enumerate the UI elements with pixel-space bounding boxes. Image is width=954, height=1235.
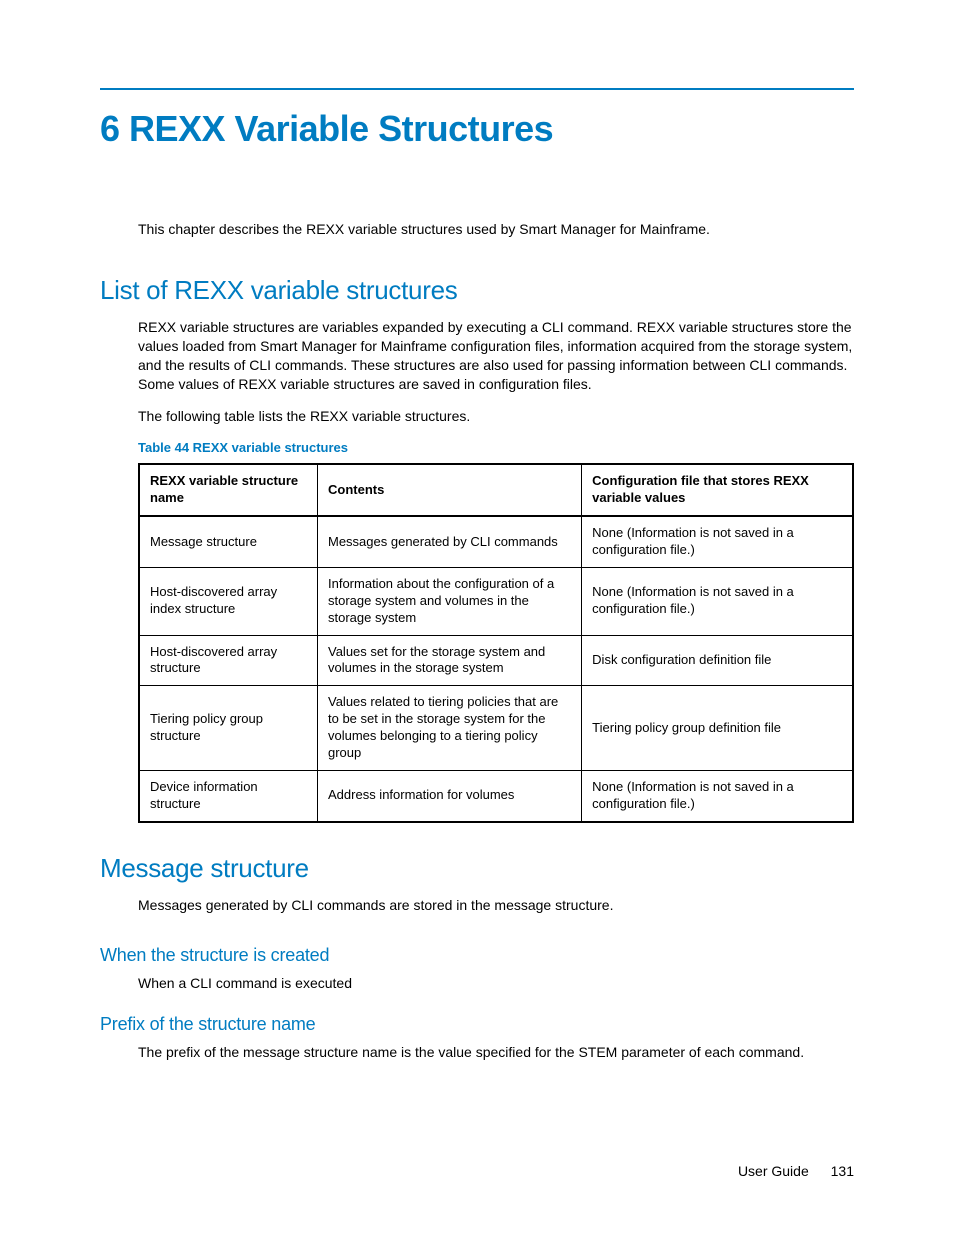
table-row: Message structure Messages generated by … bbox=[139, 516, 853, 567]
table-header-cell: REXX variable structure name bbox=[139, 464, 318, 516]
chapter-title: 6 REXX Variable Structures bbox=[100, 108, 854, 150]
page-footer: User Guide 131 bbox=[738, 1163, 854, 1179]
document-page: 6 REXX Variable Structures This chapter … bbox=[0, 0, 954, 1136]
section-list-heading: List of REXX variable structures bbox=[100, 275, 854, 306]
subsection-prefix-para: The prefix of the message structure name… bbox=[138, 1043, 854, 1062]
table-cell: Message structure bbox=[139, 516, 318, 567]
top-rule bbox=[100, 88, 854, 90]
table-cell: Tiering policy group structure bbox=[139, 686, 318, 771]
table-cell: None (Information is not saved in a conf… bbox=[582, 567, 853, 635]
table-row: Tiering policy group structure Values re… bbox=[139, 686, 853, 771]
section-list-para2: The following table lists the REXX varia… bbox=[138, 407, 854, 426]
section-msg-heading: Message structure bbox=[100, 853, 854, 884]
table-cell: Disk configuration definition file bbox=[582, 635, 853, 686]
table-cell: Values set for the storage system and vo… bbox=[318, 635, 582, 686]
table-cell: Values related to tiering policies that … bbox=[318, 686, 582, 771]
table-cell: None (Information is not saved in a conf… bbox=[582, 770, 853, 821]
table-header-cell: Configuration file that stores REXX vari… bbox=[582, 464, 853, 516]
table-cell: Host-discovered array index structure bbox=[139, 567, 318, 635]
section-msg-para: Messages generated by CLI commands are s… bbox=[138, 896, 854, 915]
section-list-para1: REXX variable structures are variables e… bbox=[138, 318, 854, 394]
table-cell: Tiering policy group definition file bbox=[582, 686, 853, 771]
table-cell: Address information for volumes bbox=[318, 770, 582, 821]
subsection-created-para: When a CLI command is executed bbox=[138, 974, 854, 993]
table-cell: None (Information is not saved in a conf… bbox=[582, 516, 853, 567]
footer-label: User Guide bbox=[738, 1163, 809, 1179]
table-cell: Host-discovered array structure bbox=[139, 635, 318, 686]
table-caption: Table 44 REXX variable structures bbox=[138, 440, 854, 455]
subsection-prefix-heading: Prefix of the structure name bbox=[100, 1014, 854, 1035]
rexx-structures-table: REXX variable structure name Contents Co… bbox=[138, 463, 854, 822]
table-row: Device information structure Address inf… bbox=[139, 770, 853, 821]
table-row: Host-discovered array index structure In… bbox=[139, 567, 853, 635]
subsection-created-heading: When the structure is created bbox=[100, 945, 854, 966]
table-cell: Information about the configuration of a… bbox=[318, 567, 582, 635]
table-cell: Device information structure bbox=[139, 770, 318, 821]
footer-page-number: 131 bbox=[831, 1163, 854, 1179]
table-row: Host-discovered array structure Values s… bbox=[139, 635, 853, 686]
table-header-cell: Contents bbox=[318, 464, 582, 516]
table-cell: Messages generated by CLI commands bbox=[318, 516, 582, 567]
table-header-row: REXX variable structure name Contents Co… bbox=[139, 464, 853, 516]
chapter-intro: This chapter describes the REXX variable… bbox=[138, 220, 854, 239]
